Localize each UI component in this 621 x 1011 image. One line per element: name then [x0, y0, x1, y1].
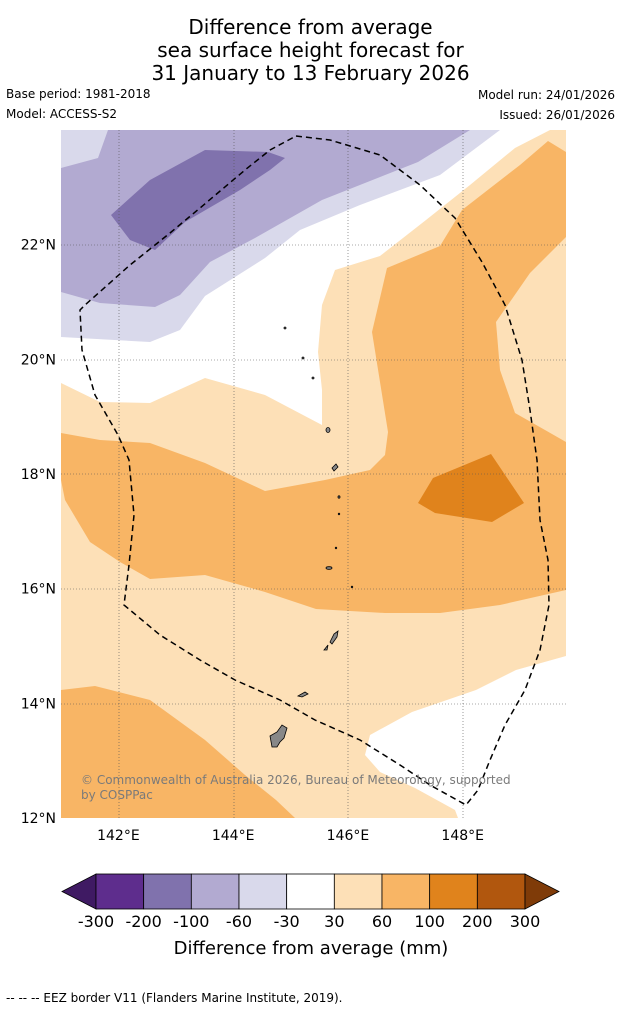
- map-figure: © Commonwealth of Australia 2026, Bureau…: [21, 130, 566, 959]
- gridlines: [61, 130, 566, 818]
- colorbar-tick-label: -200: [126, 912, 162, 931]
- lat-tick-label: 18°N: [21, 467, 56, 483]
- colorbar-segment: [190, 873, 240, 910]
- colorbar: -300 -200 -100 -60 -30 30 60 100 200 300: [61, 873, 560, 931]
- colorbar-extend-low: [61, 873, 97, 910]
- contour-plus-100: [418, 454, 524, 522]
- colorbar-segment: [286, 873, 335, 910]
- copyright-line-1: © Commonwealth of Australia 2026, Bureau…: [81, 773, 511, 787]
- lon-tick-label: 142°E: [97, 828, 140, 844]
- colorbar-tick-label: 100: [414, 912, 445, 931]
- colorbar-tick-label: 60: [372, 912, 392, 931]
- copyright-line-2: by COSPPac: [81, 788, 153, 802]
- lat-tick-label: 12°N: [21, 811, 56, 827]
- model-name: Model: ACCESS-S2: [6, 107, 118, 121]
- lat-tick-label: 14°N: [21, 696, 56, 712]
- colorbar-tick-label: -100: [173, 912, 209, 931]
- contour-minus-100: [111, 150, 285, 250]
- colorbar-segment: [95, 873, 145, 910]
- lat-tick-label: 20°N: [21, 352, 56, 368]
- title-line-3: 31 January to 13 February 2026: [151, 61, 470, 85]
- colorbar-tick-label: -300: [78, 912, 114, 931]
- colorbar-extend-high: [524, 873, 560, 910]
- colorbar-tick-label: 200: [462, 912, 493, 931]
- colorbar-tick-label: 300: [510, 912, 541, 931]
- eez-border: [79, 135, 550, 806]
- lon-tick-label: 148°E: [441, 828, 484, 844]
- colorbar-segment: [429, 873, 478, 910]
- eez-legend-footer: -- -- -- EEZ border V11 (Flanders Marine…: [6, 991, 343, 1005]
- title-line-2: sea surface height forecast for: [157, 38, 464, 62]
- lat-tick-label: 22°N: [21, 238, 56, 254]
- latitude-ticks: 22°N 20°N 18°N 16°N 14°N 12°N: [21, 238, 56, 827]
- lat-tick-label: 16°N: [21, 582, 56, 598]
- islands: [269, 326, 354, 748]
- lon-tick-label: 146°E: [327, 828, 370, 844]
- base-period: Base period: 1981-2018: [6, 87, 151, 101]
- title-line-1: Difference from average: [188, 15, 433, 39]
- lon-tick-label: 144°E: [212, 828, 255, 844]
- colorbar-tick-label: 30: [324, 912, 344, 931]
- model-run: Model run: 24/01/2026: [477, 88, 615, 102]
- colorbar-segment: [333, 873, 383, 910]
- colorbar-segment: [143, 873, 192, 910]
- longitude-ticks: 142°E 144°E 146°E 148°E: [97, 828, 484, 844]
- contour-plus-60-southwest: [61, 686, 295, 818]
- colorbar-title: Difference from average (mm): [174, 938, 449, 959]
- colorbar-segment: [381, 873, 431, 910]
- colorbar-segment: [476, 873, 526, 910]
- colorbar-tick-label: -60: [226, 912, 252, 931]
- issued-date: Issued: 26/01/2026: [499, 108, 615, 122]
- colorbar-tick-label: -30: [274, 912, 300, 931]
- colorbar-segment: [238, 873, 288, 910]
- map-area: © Commonwealth of Australia 2026, Bureau…: [61, 130, 566, 818]
